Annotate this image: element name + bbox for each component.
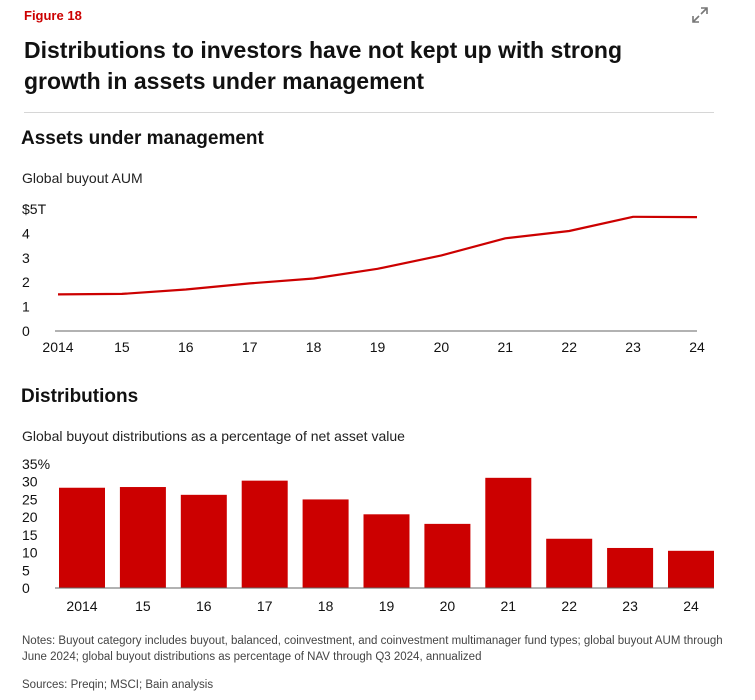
- x-tick-label: 16: [178, 339, 194, 355]
- aum-heading: Assets under management: [21, 128, 264, 149]
- x-tick-label: 15: [114, 339, 130, 355]
- y-tick-label: $5T: [22, 201, 47, 217]
- x-tick-label: 18: [318, 598, 334, 614]
- distribution-bar: [241, 480, 288, 588]
- x-tick-label: 17: [242, 339, 258, 355]
- distribution-bar: [668, 550, 714, 588]
- chart-notes: Notes: Buyout category includes buyout, …: [22, 635, 723, 663]
- distribution-bar: [485, 477, 532, 588]
- y-tick-label: 5: [22, 562, 30, 578]
- x-tick-label: 18: [306, 339, 322, 355]
- distribution-bar: [424, 523, 471, 588]
- x-tick-label: 16: [196, 598, 212, 614]
- distribution-bar: [59, 487, 105, 588]
- chart-sources: Sources: Preqin; MSCI; Bain analysis: [22, 679, 214, 691]
- x-tick-label: 20: [440, 598, 456, 614]
- x-tick-label: 23: [625, 339, 641, 355]
- x-tick-label: 21: [498, 339, 514, 355]
- distribution-bar: [546, 538, 593, 588]
- x-tick-label: 24: [689, 339, 705, 355]
- aum-subtitle: Global buyout AUM: [22, 170, 143, 186]
- aum-series-line: [57, 215, 698, 296]
- y-tick-label: 25: [22, 491, 38, 507]
- x-tick-label: 2014: [42, 339, 73, 355]
- figure-label: Figure 18: [24, 8, 82, 23]
- x-tick-label: 23: [622, 598, 638, 614]
- x-tick-label: 24: [683, 598, 699, 614]
- y-tick-label: 4: [22, 225, 30, 241]
- y-tick-label: 10: [22, 545, 38, 561]
- x-tick-label: 15: [135, 598, 151, 614]
- y-tick-label: 1: [22, 299, 30, 315]
- y-tick-label: 0: [22, 580, 30, 596]
- x-tick-label: 22: [561, 339, 577, 355]
- x-tick-label: 19: [370, 339, 386, 355]
- y-tick-label: 3: [22, 250, 30, 266]
- dist-subtitle: Global buyout distributions as a percent…: [22, 428, 405, 444]
- y-tick-label: 0: [22, 323, 30, 339]
- x-tick-label: 20: [434, 339, 450, 355]
- y-tick-label: 2: [22, 274, 30, 290]
- x-tick-label: 2014: [66, 598, 97, 614]
- x-tick-label: 17: [257, 598, 273, 614]
- distribution-bar: [607, 547, 654, 588]
- x-tick-label: 22: [561, 598, 577, 614]
- distribution-bar: [363, 514, 410, 588]
- y-tick-label: 30: [22, 474, 38, 490]
- distribution-bar: [119, 487, 166, 588]
- expand-arrows-icon[interactable]: [690, 5, 710, 25]
- title-divider: [24, 112, 714, 113]
- distribution-bar: [180, 494, 227, 588]
- figure-title: Distributions to investors have not kept…: [24, 37, 623, 94]
- y-tick-label: 15: [22, 527, 38, 543]
- x-tick-label: 21: [501, 598, 517, 614]
- dist-heading: Distributions: [21, 386, 139, 407]
- distribution-bar: [302, 499, 349, 588]
- x-tick-label: 19: [379, 598, 395, 614]
- y-tick-label: 35%: [22, 456, 50, 472]
- y-tick-label: 20: [22, 509, 38, 525]
